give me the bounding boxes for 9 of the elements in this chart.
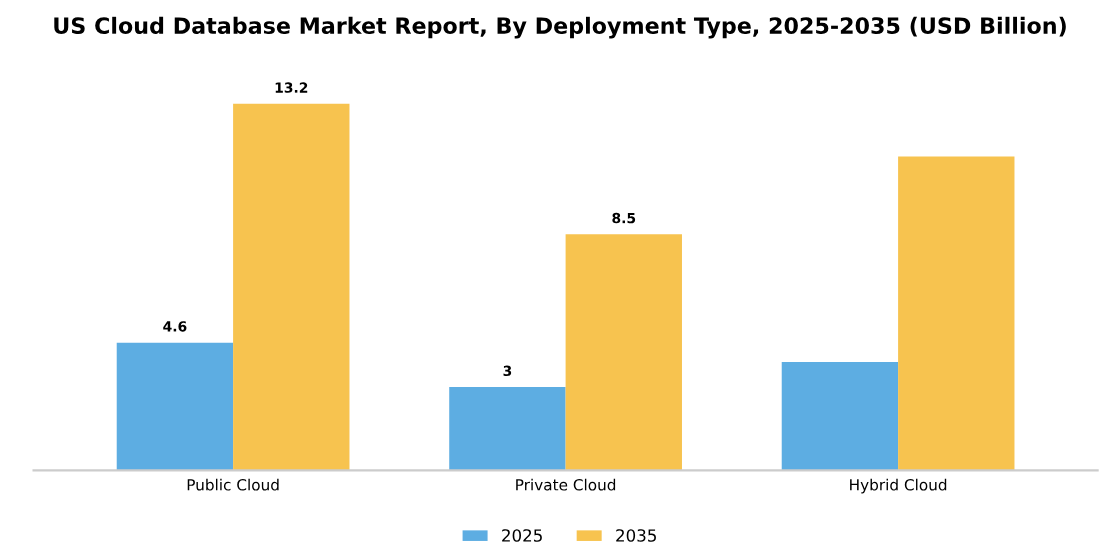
bar bbox=[449, 387, 566, 471]
legend-label: 2025 bbox=[502, 529, 542, 542]
chart-title: US Cloud Database Market Report, By Deployment Type, 2025-2035 (USD Billion) bbox=[54, 16, 1066, 39]
bar bbox=[781, 362, 899, 471]
bar bbox=[116, 342, 234, 471]
legend-label: 2035 bbox=[616, 529, 656, 542]
bar bbox=[898, 156, 1015, 471]
bar bbox=[233, 103, 350, 471]
bar bbox=[565, 234, 682, 471]
